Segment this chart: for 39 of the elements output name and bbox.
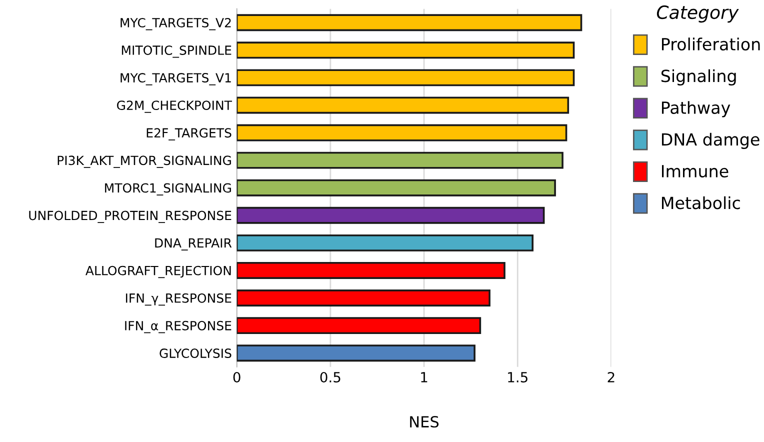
legend-label: Pathway bbox=[662, 101, 730, 118]
legend-label: DNA damge bbox=[662, 132, 760, 149]
legend-title: Category bbox=[656, 5, 739, 23]
y-tick-label: E2F_TARGETS bbox=[146, 128, 232, 140]
bar bbox=[236, 42, 575, 59]
bar bbox=[236, 179, 556, 196]
bar bbox=[236, 96, 570, 114]
bar bbox=[236, 234, 534, 252]
bar bbox=[236, 69, 575, 86]
legend-label: Metabolic bbox=[662, 196, 740, 210]
bar bbox=[236, 152, 564, 169]
bar bbox=[236, 262, 506, 279]
y-tick-label: MTORC1_SIGNALING bbox=[105, 183, 231, 196]
x-tick-label: 1 bbox=[421, 372, 428, 382]
y-tick-label: MITOTIC_SPINDLE bbox=[122, 46, 232, 58]
legend-label: Signaling bbox=[661, 69, 736, 86]
legend-label: Proliferation bbox=[662, 38, 760, 50]
bar bbox=[236, 344, 476, 362]
bar bbox=[236, 206, 545, 224]
bar bbox=[236, 14, 582, 32]
y-tick-label: GLYCOLYSIS bbox=[160, 348, 232, 358]
y-tick-label: MYC_TARGETS_V2 bbox=[120, 18, 231, 30]
y-tick-label: IFN_α_RESPONSE bbox=[125, 320, 232, 334]
legend-label: Immune bbox=[662, 165, 728, 178]
y-tick-label: ALLOGRAFT_REJECTION bbox=[86, 266, 231, 278]
x-tick-label: 2 bbox=[608, 372, 614, 382]
y-tick-label: PI3K_AKT_MTOR_SIGNALING bbox=[58, 156, 231, 168]
x-tick-label: 1.5 bbox=[508, 372, 528, 382]
bar bbox=[236, 124, 568, 142]
x-axis-title: NES bbox=[410, 416, 439, 428]
y-tick-label: DNA_REPAIR bbox=[155, 238, 232, 250]
x-tick-label: 0.5 bbox=[320, 372, 340, 382]
bar bbox=[236, 290, 490, 306]
y-tick-label: G2M_CHECKPOINT bbox=[117, 100, 232, 113]
bar bbox=[236, 317, 482, 334]
y-tick-label: IFN_γ_RESPONSE bbox=[126, 293, 232, 306]
y-tick-label: UNFOLDED_PROTEIN_RESPONSE bbox=[29, 210, 232, 223]
y-tick-label: MYC_TARGETS_V1 bbox=[120, 73, 231, 86]
x-tick-label: 0 bbox=[233, 372, 240, 382]
